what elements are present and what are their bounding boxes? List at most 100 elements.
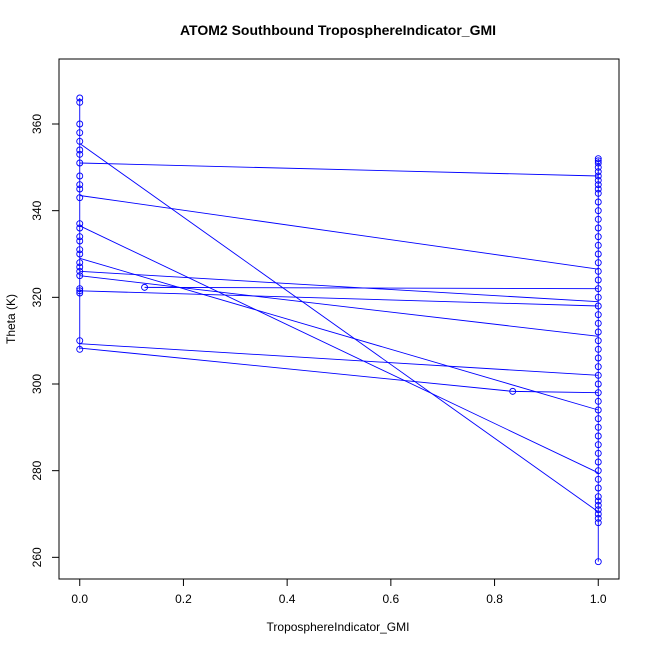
x-tick-label-1: 0.2	[175, 592, 192, 606]
series-line-3	[79, 225, 599, 474]
data-point-x1-9	[594, 189, 602, 197]
data-point-x0-0	[76, 94, 84, 102]
y-axis: 260 280 300 320 340 360	[30, 114, 60, 567]
data-point-x1-27	[594, 345, 602, 353]
data-point-x0-23	[76, 287, 84, 295]
data-point-x1-8	[594, 185, 602, 193]
data-point-x0-22	[76, 285, 84, 293]
data-point-x1-16	[594, 250, 602, 258]
data-point-x1-17	[594, 259, 602, 267]
data-point-x1-6	[594, 176, 602, 184]
series-line-5	[79, 270, 599, 303]
y-axis-label: Theta (K)	[4, 294, 18, 344]
x-tick-label-5: 1.0	[590, 592, 607, 606]
x-tick-label-4: 0.8	[486, 592, 503, 606]
y-tick-label-0: 260	[30, 547, 44, 567]
plot-border	[58, 58, 620, 580]
data-point-x1-4	[594, 168, 602, 176]
data-point-x0-19	[76, 263, 84, 271]
data-point-x0-9	[76, 181, 84, 189]
data-point-x0-12	[76, 220, 84, 228]
x-axis-label: TroposphereIndicator_GMI	[267, 620, 410, 634]
series-line-0	[79, 143, 599, 513]
data-point-x1-32	[594, 389, 602, 397]
data-point-x1-30	[594, 371, 602, 379]
series-line-1	[79, 162, 599, 177]
y-tick-label-2: 300	[30, 374, 44, 394]
series-line-11	[512, 390, 599, 394]
chart-title: ATOM2 Southbound TroposphereIndicator_GM…	[180, 22, 496, 38]
data-point-x1-26	[594, 337, 602, 345]
x-tick-label-3: 0.6	[383, 592, 400, 606]
data-point-x0-10	[76, 185, 84, 193]
data-point-x0-14	[76, 233, 84, 241]
data-point-x0-2	[76, 120, 84, 128]
data-point-x1-25	[594, 328, 602, 336]
data-point-x1-50	[594, 519, 602, 527]
data-point-x1-0	[594, 155, 602, 163]
series-line-6	[79, 275, 599, 337]
data-point-x1-14	[594, 233, 602, 241]
data-point-x1-24	[594, 319, 602, 327]
data-point-x1-1	[594, 157, 602, 165]
x-tick-label-2: 0.4	[279, 592, 296, 606]
data-point-x1-49	[594, 514, 602, 522]
y-tick-label-4: 340	[30, 200, 44, 220]
data-point-x1-35	[594, 415, 602, 423]
data-point-x0-25	[76, 337, 84, 345]
data-point-x1-21	[594, 293, 602, 301]
data-point-x1-51	[594, 558, 602, 566]
series-line-10	[79, 347, 513, 392]
data-point-x1-33	[594, 397, 602, 405]
data-point-x0-8	[76, 172, 84, 180]
data-point-x1-38	[594, 441, 602, 449]
y-tick-label-5: 360	[30, 114, 44, 134]
y-tick-label-3: 320	[30, 287, 44, 307]
data-point-mid-0	[141, 283, 149, 291]
data-point-x0-16	[76, 246, 84, 254]
data-point-x1-44	[594, 493, 602, 501]
data-point-x0-5	[76, 146, 84, 154]
data-point-x1-11	[594, 207, 602, 215]
data-point-x0-4	[76, 137, 84, 145]
data-point-x0-15	[76, 237, 84, 245]
data-point-x1-5	[594, 172, 602, 180]
series-line-2	[79, 195, 599, 270]
data-point-x1-15	[594, 241, 602, 249]
data-point-x1-42	[594, 475, 602, 483]
data-point-x1-12	[594, 215, 602, 223]
data-point-x1-47	[594, 506, 602, 514]
data-point-x0-3	[76, 129, 84, 137]
data-point-x0-24	[76, 289, 84, 297]
data-point-x0-17	[76, 250, 84, 258]
data-point-x1-48	[594, 510, 602, 518]
data-point-x1-43	[594, 484, 602, 492]
plot-marks	[76, 94, 602, 566]
series-line-9	[79, 343, 599, 376]
data-point-x1-7	[594, 181, 602, 189]
series-line-7	[144, 286, 599, 290]
data-point-x1-46	[594, 501, 602, 509]
data-point-x1-37	[594, 432, 602, 440]
data-point-x1-22	[594, 302, 602, 310]
data-point-x0-7	[76, 159, 84, 167]
data-point-x0-11	[76, 194, 84, 202]
data-point-x1-34	[594, 406, 602, 414]
data-point-x1-39	[594, 449, 602, 457]
data-point-x1-36	[594, 423, 602, 431]
data-point-x0-21	[76, 272, 84, 280]
data-point-x0-1	[76, 98, 84, 106]
data-point-mid-1	[509, 387, 517, 395]
x-axis: 0.0 0.2 0.4 0.6 0.8 1.0	[71, 578, 607, 606]
data-point-x1-19	[594, 276, 602, 284]
data-point-x0-13	[76, 224, 84, 232]
data-point-x1-29	[594, 363, 602, 371]
series-line-4	[79, 257, 599, 411]
data-point-x0-20	[76, 267, 84, 275]
y-tick-label-1: 280	[30, 460, 44, 480]
data-point-x1-31	[594, 380, 602, 388]
data-point-x1-28	[594, 354, 602, 362]
data-point-x1-23	[594, 311, 602, 319]
data-point-x1-40	[594, 458, 602, 466]
